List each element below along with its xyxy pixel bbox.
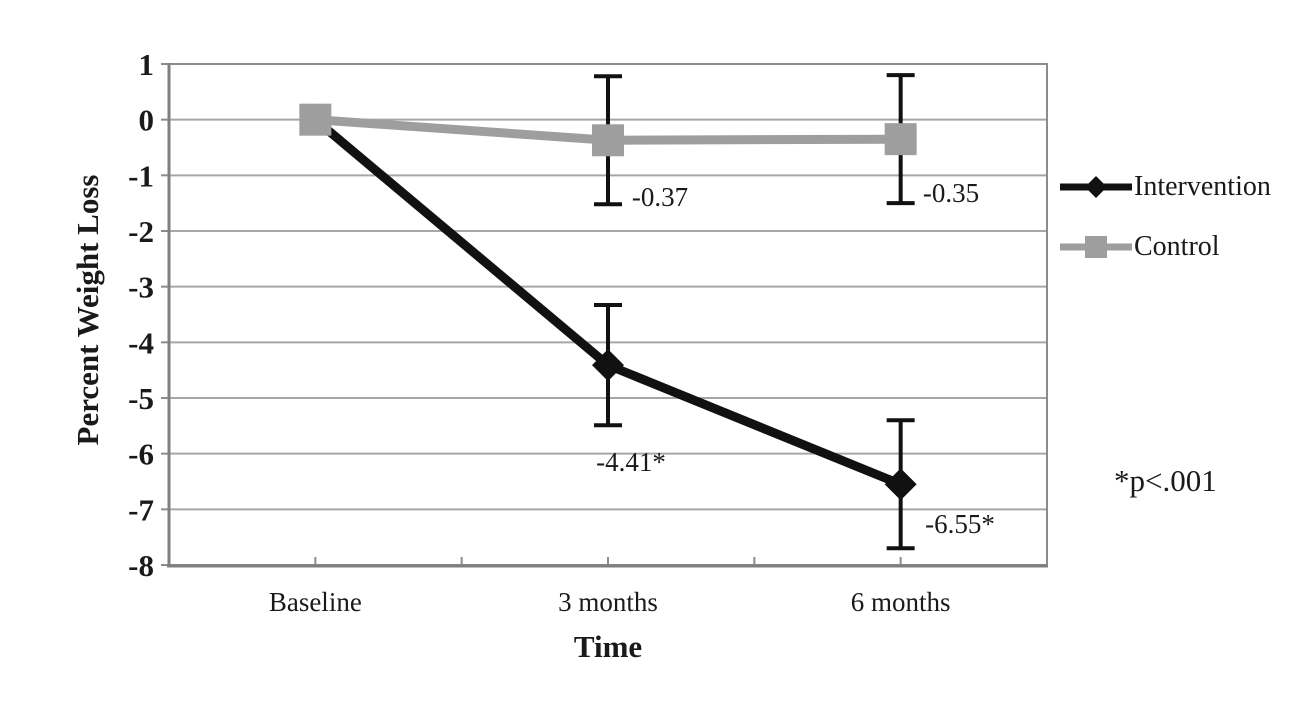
y-tick-label: 1 <box>139 47 155 82</box>
control-line-square-icon <box>1060 236 1132 258</box>
y-tick-label: -4 <box>128 325 154 360</box>
x-category-label: 6 months <box>851 587 951 617</box>
y-tick-label: -2 <box>128 214 154 249</box>
legend-label-intervention: Intervention <box>1134 171 1271 202</box>
intervention-line-diamond-icon <box>1060 176 1132 198</box>
square-marker <box>299 103 332 136</box>
square-marker <box>884 123 917 156</box>
square-marker <box>592 124 624 157</box>
diamond-marker <box>592 349 624 382</box>
legend: Intervention Control <box>1058 171 1271 263</box>
x-category-label: 3 months <box>558 587 658 617</box>
diamond-marker <box>884 468 917 501</box>
x-axis-title: Time <box>573 629 643 664</box>
y-tick-label: -5 <box>128 381 154 416</box>
y-tick-label: -1 <box>128 158 154 193</box>
legend-item-intervention: Intervention <box>1058 171 1271 203</box>
y-tick-label: 0 <box>139 103 155 138</box>
x-category-label: Baseline <box>269 587 362 617</box>
y-tick-label: -8 <box>128 548 154 583</box>
legend-item-control: Control <box>1058 231 1271 263</box>
data-label: -0.35 <box>923 178 979 208</box>
y-tick-label: -7 <box>128 492 154 527</box>
data-label: -6.55* <box>925 509 995 539</box>
legend-label-control: Control <box>1134 231 1220 262</box>
y-tick-label: -3 <box>128 270 154 305</box>
significance-annotation: *p<.001 <box>1114 463 1217 498</box>
y-tick-label: -6 <box>128 437 154 472</box>
data-label: -0.37 <box>632 182 688 212</box>
y-axis-title: Percent Weight Loss <box>70 174 105 446</box>
data-label: -4.41* <box>596 447 666 477</box>
